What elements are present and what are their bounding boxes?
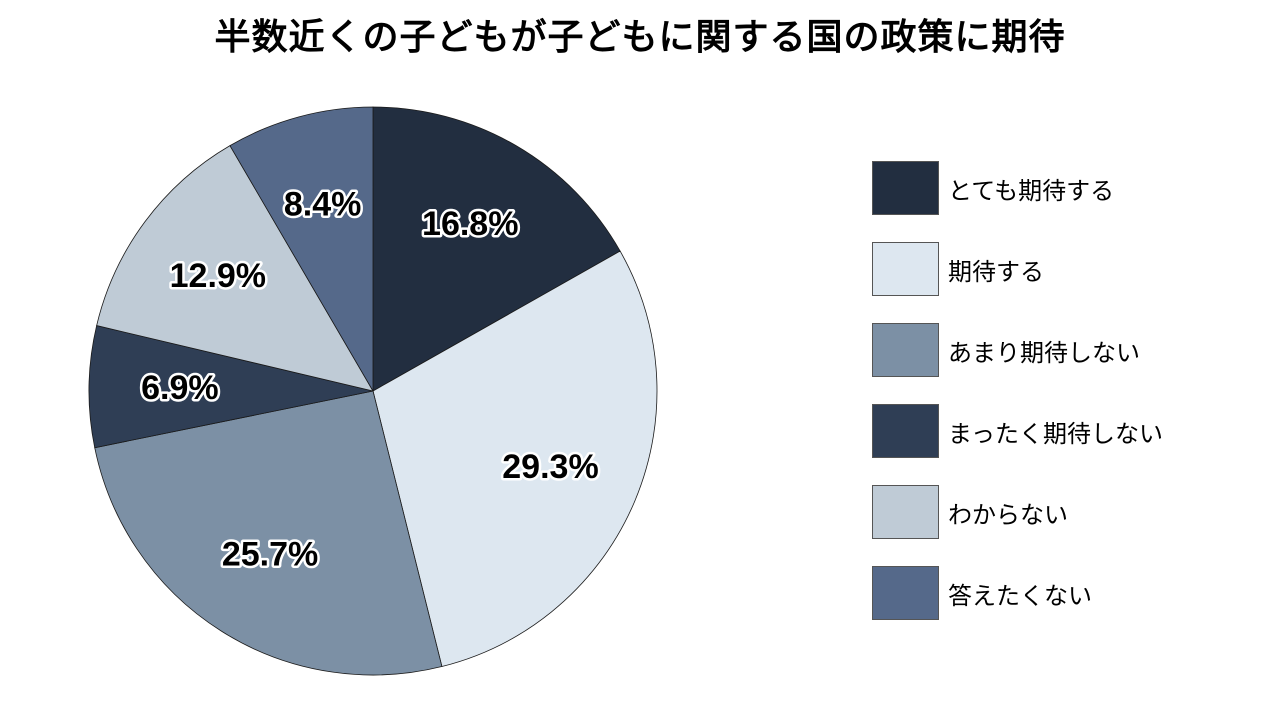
pie-slice-3 xyxy=(94,390,443,676)
slice-value-label: 6.9% xyxy=(141,369,219,407)
legend-item: まったく期待しない xyxy=(872,403,1163,459)
legend-swatch xyxy=(872,242,939,296)
legend-swatch xyxy=(872,566,939,620)
legend-label: 答えたくない xyxy=(948,581,1092,610)
legend: とても期待する 期待するあまり期待しない まったく期待しない わからない答えたくない xyxy=(872,160,1163,646)
legend-swatch xyxy=(872,404,939,458)
slice-value-label: 25.7% xyxy=(222,535,318,573)
pie-slice-4 xyxy=(88,325,374,449)
legend-item: 答えたくない xyxy=(872,565,1163,621)
pie-slice-2 xyxy=(372,250,658,668)
pie-value-labels: 16.8% 29.3% 25.7% 6.9% 12.9% 8.4% xyxy=(139,183,602,576)
slice-value-label: 12.9% xyxy=(170,257,266,295)
legend-item: わからない xyxy=(872,484,1163,540)
slice-value-label: 16.8% xyxy=(422,205,518,243)
legend-label: とても期待する xyxy=(948,176,1115,205)
pie-slices xyxy=(88,106,658,676)
slice-value-label: 29.3% xyxy=(502,448,598,486)
legend-swatch xyxy=(872,323,939,377)
legend-label: まったく期待しない xyxy=(948,419,1164,448)
legend-item: 期待する xyxy=(872,241,1163,297)
pie-slice-1 xyxy=(372,106,621,392)
legend-swatch xyxy=(872,485,939,539)
chart-title: 半数近くの子どもが子どもに関する国の政策に期待 xyxy=(214,17,1066,58)
legend-label: あまり期待しない xyxy=(948,338,1140,367)
pie-slice-6 xyxy=(229,106,374,393)
slice-value-label: 8.4% xyxy=(284,186,362,224)
pie-slice-5 xyxy=(96,145,374,392)
legend-label: わからない xyxy=(948,500,1068,529)
legend-item: あまり期待しない xyxy=(872,322,1163,378)
legend-swatch xyxy=(872,161,939,215)
legend-item: とても期待する xyxy=(872,160,1163,216)
legend-label: 期待する xyxy=(948,257,1044,286)
